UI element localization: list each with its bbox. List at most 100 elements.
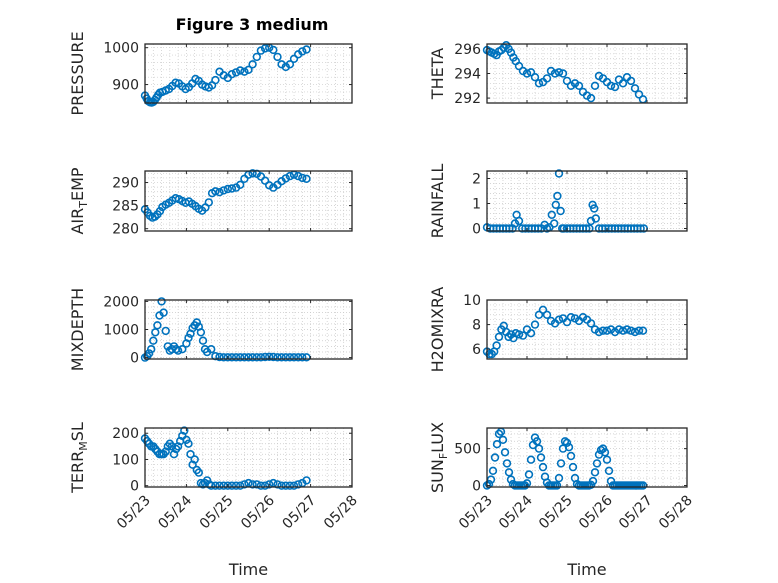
- data-point: [562, 317, 572, 327]
- y-tick-label: 0: [130, 479, 139, 495]
- data-point: [532, 437, 542, 446]
- y-tick-label: 6: [472, 342, 481, 358]
- data-point: [502, 459, 512, 468]
- y-tick-label: 285: [112, 199, 139, 215]
- y-tick-label: 292: [454, 91, 481, 107]
- data-point: [155, 207, 165, 216]
- data-point: [591, 214, 600, 223]
- data-point: [227, 69, 237, 79]
- data-point: [215, 188, 224, 197]
- data-point: [492, 440, 502, 449]
- data-point: [600, 448, 610, 457]
- data-point: [285, 353, 295, 362]
- data-point: [289, 481, 299, 490]
- data-point: [500, 448, 510, 457]
- data-point: [149, 336, 158, 345]
- data-point: [219, 353, 228, 362]
- data-point: [186, 450, 195, 459]
- data-point: [231, 68, 241, 77]
- data-point: [248, 169, 257, 178]
- y-tick-label: 900: [112, 78, 139, 94]
- data-point: [638, 481, 648, 490]
- data-point: [530, 320, 540, 329]
- figure-title: Figure 3 medium: [176, 15, 329, 34]
- data-point: [551, 200, 560, 210]
- data-point: [144, 349, 154, 358]
- data-point: [530, 72, 540, 82]
- data-point: [604, 466, 614, 475]
- data-point: [204, 198, 214, 207]
- y-tick-label: 0: [130, 351, 139, 367]
- data-point: [562, 438, 572, 447]
- data-point: [192, 318, 202, 327]
- axes-box: [486, 170, 688, 232]
- y-axis-label: H2OMIXRA: [428, 287, 447, 373]
- data-point: [202, 476, 212, 485]
- data-point: [526, 68, 536, 77]
- data-point: [554, 315, 564, 324]
- data-point: [211, 187, 220, 196]
- y-tick-label: 294: [454, 67, 481, 83]
- data-point: [265, 181, 274, 190]
- data-point: [547, 210, 556, 220]
- data-point: [526, 455, 536, 464]
- data-point: [514, 330, 524, 339]
- data-point: [302, 353, 311, 362]
- data-point: [298, 353, 307, 362]
- data-point: [534, 444, 544, 453]
- data-point: [248, 60, 257, 69]
- data-point: [231, 353, 241, 362]
- data-point: [494, 332, 504, 342]
- data-point: [558, 69, 568, 78]
- data-point: [215, 481, 224, 490]
- data-point: [269, 352, 278, 362]
- subplot-5: 0 1000 2000 MIXDEPTH: [68, 288, 353, 371]
- data-point: [538, 462, 548, 472]
- data-point: [207, 345, 216, 354]
- data-point: [277, 481, 286, 490]
- y-axis-label: THETA: [428, 48, 447, 100]
- data-point: [285, 171, 295, 181]
- data-point: [554, 68, 564, 77]
- data-point: [585, 224, 594, 233]
- y-tick-label: 1000: [103, 323, 139, 339]
- data-point: [260, 352, 270, 362]
- data-point: [506, 475, 516, 484]
- data-point: [285, 481, 295, 490]
- data-point: [534, 79, 544, 88]
- data-point: [553, 191, 562, 201]
- data-point: [598, 326, 608, 335]
- data-point: [505, 224, 514, 233]
- data-point: [215, 352, 224, 362]
- data-point: [294, 480, 303, 489]
- subplot-3: 280 285 290 AIRTEMP: [68, 167, 353, 238]
- data-point: [236, 481, 245, 490]
- data-point: [240, 480, 249, 489]
- data-point: [244, 353, 253, 362]
- y-tick-label: 280: [112, 222, 139, 238]
- data-point: [207, 481, 216, 490]
- data-point: [244, 65, 253, 75]
- y-axis-label: MIXDEPTH: [68, 288, 87, 371]
- axes-box: [486, 299, 688, 360]
- data-point: [173, 346, 183, 355]
- data-point: [556, 459, 566, 468]
- data-point: [302, 476, 311, 485]
- data-point: [236, 66, 245, 75]
- data-point: [566, 313, 576, 322]
- data-point: [294, 171, 303, 181]
- data-point: [227, 184, 237, 193]
- data-point: [630, 84, 640, 93]
- data-point: [178, 345, 187, 354]
- axes-box: [144, 43, 353, 104]
- y-tick-label: 290: [112, 176, 139, 192]
- data-point: [302, 174, 311, 184]
- subplot-2: 292 294 296 THETA: [428, 40, 688, 107]
- data-point: [630, 327, 640, 337]
- data-point: [602, 455, 612, 464]
- y-tick-label: 200: [112, 426, 139, 442]
- y-tick-label: 0: [472, 479, 481, 495]
- y-tick-label: 296: [454, 42, 481, 58]
- data-point: [622, 325, 632, 334]
- data-point: [227, 353, 237, 362]
